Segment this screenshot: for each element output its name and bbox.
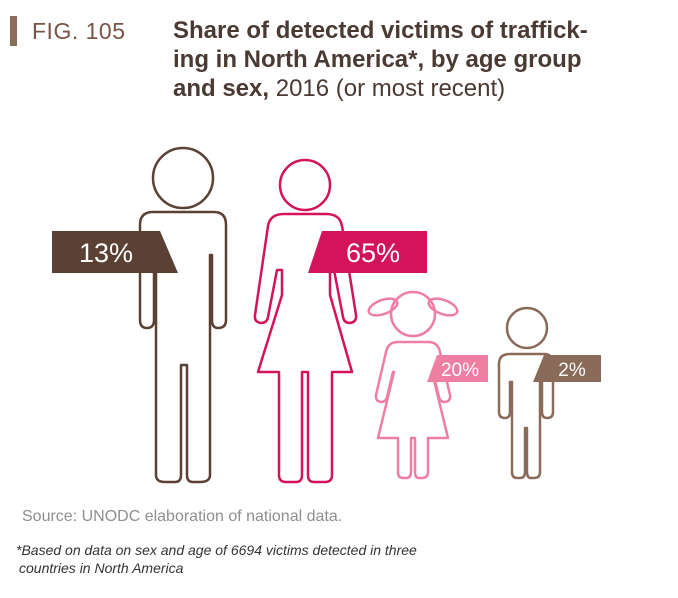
boy-body: [497, 352, 555, 480]
footnote-line1: *Based on data on sex and age of 6694 vi…: [16, 542, 417, 558]
girl-head: [389, 290, 437, 338]
boys-label-tag: [533, 355, 601, 382]
men-value-label: 13%: [79, 238, 133, 268]
girl-pigtail-right: [427, 297, 459, 317]
man-figure: [138, 146, 228, 484]
man-body: [138, 210, 228, 484]
title-year: 2016 (or most recent): [269, 75, 506, 102]
boys-value-label: 2%: [558, 360, 586, 381]
figure-header: FIG. 105 Share of detected victims of tr…: [10, 14, 670, 104]
women-value-label: 65%: [346, 238, 400, 268]
girls-label-tag: [427, 355, 488, 382]
boy-head: [505, 306, 549, 350]
boy-figure: [497, 306, 555, 480]
woman-figure: [253, 158, 358, 484]
women-label-tag: [308, 231, 427, 273]
woman-head: [278, 158, 332, 212]
figure-title: Share of detected victims of traffick- i…: [173, 16, 653, 103]
title-bold-line2: ing in North America*, by age group: [173, 46, 582, 73]
men-label-tag: [52, 231, 178, 273]
footnote-line2: countries in North America: [19, 560, 184, 576]
figure-label: FIG. 105: [32, 18, 126, 44]
girl-pigtail-left: [367, 297, 399, 317]
pictogram-chart: 13% 65% 20% 2%: [52, 146, 601, 484]
woman-body: [253, 212, 358, 484]
man-head: [151, 146, 215, 210]
figure-accent-bar: [10, 16, 17, 46]
footnote: *Based on data on sex and age of 6694 vi…: [16, 541, 576, 577]
girl-figure: [367, 290, 459, 480]
title-bold-line1: Share of detected victims of traffick-: [173, 17, 588, 44]
girls-value-label: 20%: [441, 360, 479, 381]
source-note: Source: UNODC elaboration of national da…: [22, 508, 343, 525]
title-bold-line3: and sex,: [173, 75, 270, 102]
girl-body: [374, 340, 452, 480]
